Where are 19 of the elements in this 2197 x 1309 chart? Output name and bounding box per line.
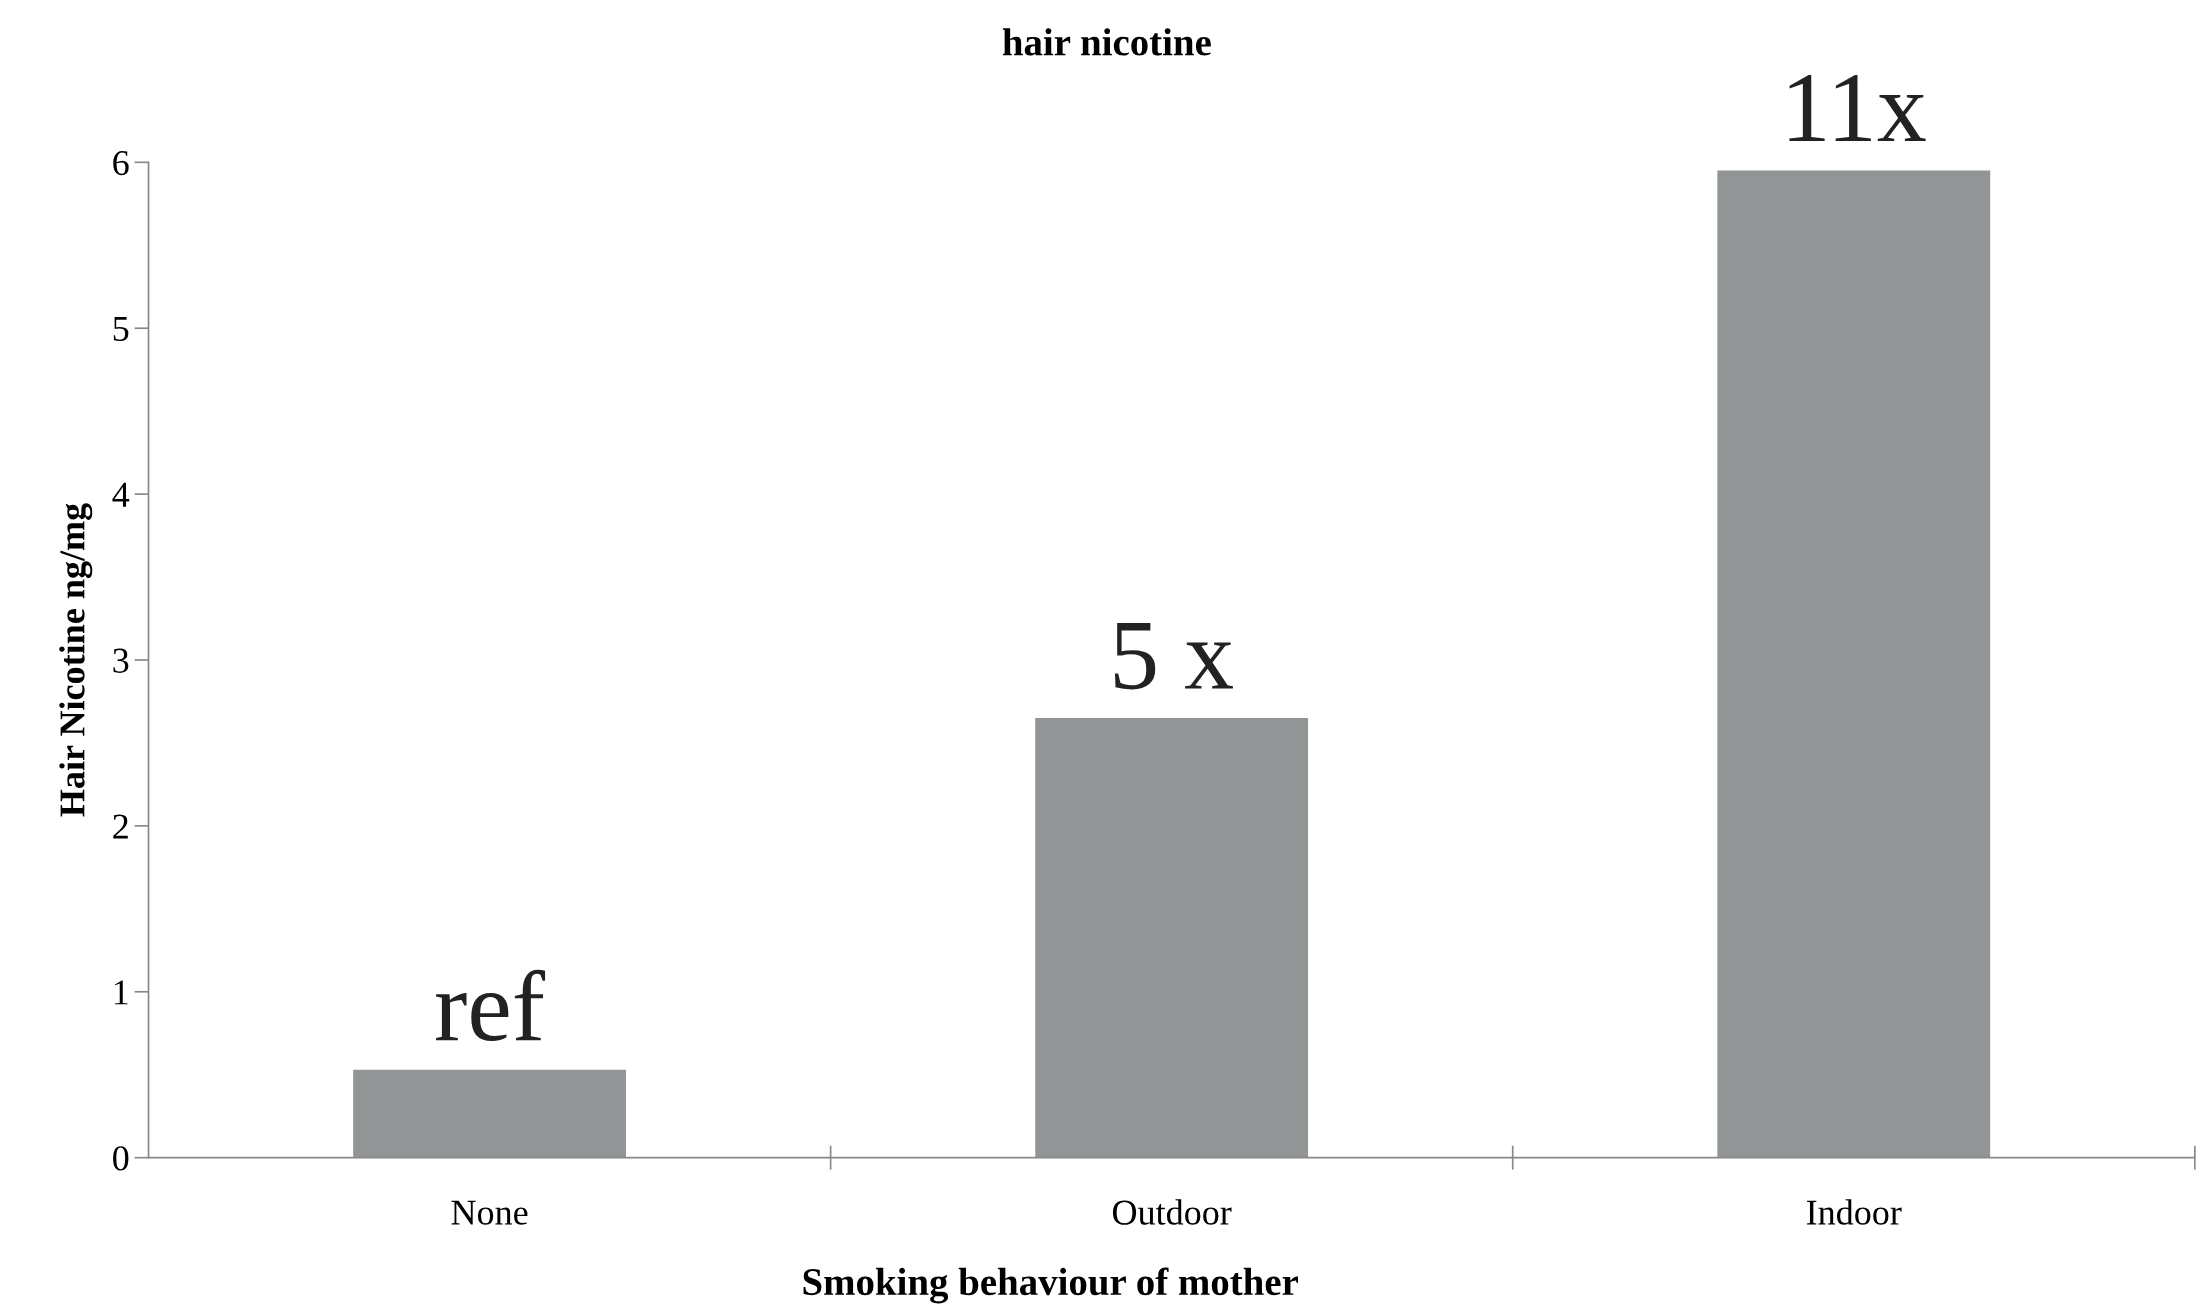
y-axis-title: Hair Nicotine ng/mg [59, 503, 93, 817]
y-tick-label: 0 [113, 1146, 129, 1171]
y-tick-label: 3 [113, 648, 129, 673]
y-tick-label: 1 [114, 980, 128, 1005]
bar [1717, 170, 1991, 1158]
y-tick-label: 4 [112, 482, 130, 507]
bar [1035, 718, 1309, 1158]
bar [353, 1069, 626, 1158]
y-tick-label: 5 [113, 317, 129, 342]
x-tick-label: Outdoor [1112, 1199, 1232, 1225]
chart-title: hair nicotine [1002, 28, 1211, 56]
x-axis-title: Smoking behaviour of mother [803, 1267, 1299, 1304]
annotation: ref [436, 969, 546, 1042]
annotation: 11x [1789, 74, 1926, 141]
annotation: 5 x [1114, 622, 1233, 690]
x-tick-label: Indoor [1806, 1199, 1902, 1225]
y-tick-label: 2 [113, 814, 128, 839]
x-tick-label: None [451, 1200, 528, 1225]
y-tick-label: 6 [113, 150, 129, 176]
